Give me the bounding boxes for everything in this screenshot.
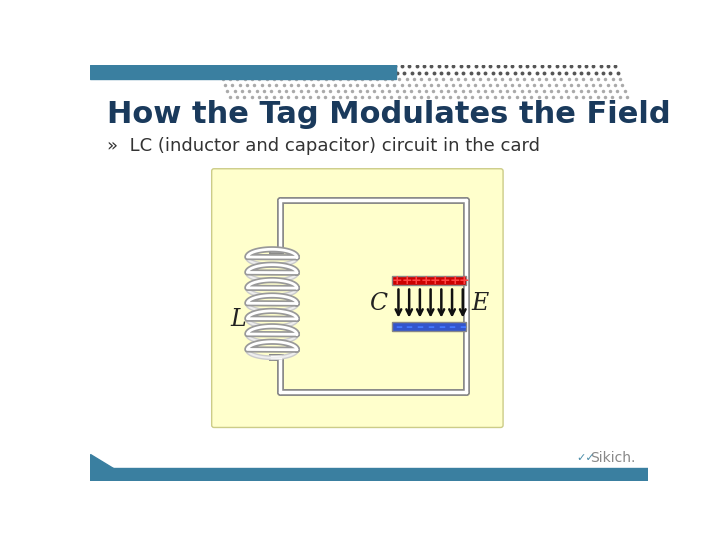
- Text: –: –: [416, 320, 423, 334]
- Text: +: +: [420, 274, 431, 287]
- Bar: [392, 276, 466, 285]
- Bar: [90, 468, 648, 481]
- FancyBboxPatch shape: [212, 168, 503, 428]
- Text: –: –: [427, 320, 434, 334]
- Text: C: C: [369, 292, 387, 315]
- Text: –: –: [405, 320, 413, 334]
- Text: E: E: [471, 292, 488, 315]
- Text: »  LC (inductor and capacitor) circuit in the card: » LC (inductor and capacitor) circuit in…: [107, 137, 540, 154]
- Text: ✓✓: ✓✓: [577, 453, 595, 463]
- Text: Sikich.: Sikich.: [590, 451, 635, 465]
- Polygon shape: [90, 455, 113, 468]
- Text: +: +: [430, 274, 441, 287]
- Text: –: –: [459, 320, 467, 334]
- Text: +: +: [392, 274, 402, 287]
- Text: +: +: [401, 274, 412, 287]
- Text: –: –: [438, 320, 445, 334]
- Text: –: –: [449, 320, 456, 334]
- Bar: [90, 65, 396, 79]
- Text: L: L: [230, 308, 246, 331]
- Text: +: +: [411, 274, 421, 287]
- Text: +: +: [459, 274, 469, 287]
- Text: +: +: [449, 274, 460, 287]
- Text: How the Tag Modulates the Field: How the Tag Modulates the Field: [107, 100, 670, 130]
- Bar: [392, 322, 466, 331]
- Text: +: +: [440, 274, 451, 287]
- Text: –: –: [395, 320, 402, 334]
